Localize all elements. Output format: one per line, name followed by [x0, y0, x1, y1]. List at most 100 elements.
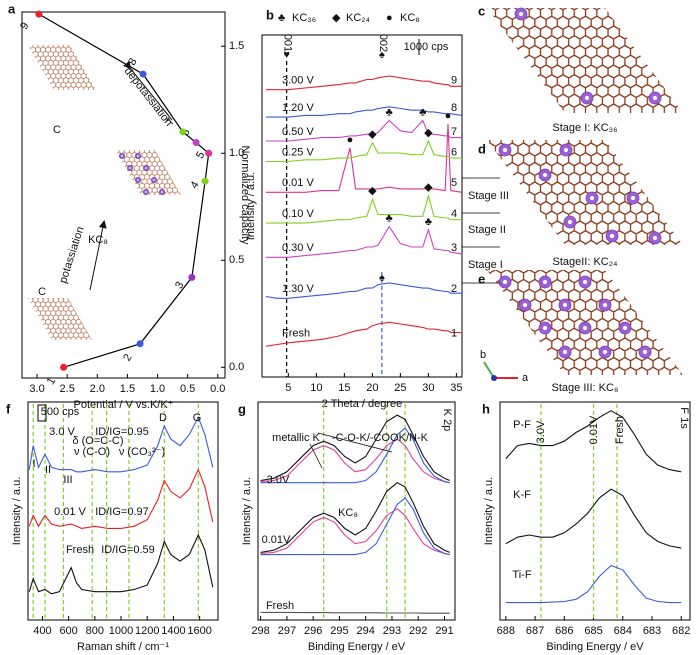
plot-frame: [261, 34, 463, 378]
atom-highlight: [562, 349, 568, 355]
series-line: [260, 482, 450, 553]
reference-symbol: ♥: [283, 49, 290, 61]
x-axis-title: Binding Energy / eV: [546, 641, 644, 653]
annotation: 3.0V: [267, 474, 290, 486]
x-tick-label: 25: [394, 382, 406, 394]
peak-symbol: ♣: [386, 106, 393, 118]
plot-frame: [499, 401, 691, 621]
series-line: [505, 410, 682, 473]
reference-label: 001: [282, 34, 294, 52]
point-label: 5: [194, 150, 207, 161]
legend-symbol: ●: [386, 12, 393, 24]
data-point: [136, 340, 144, 348]
series-number: 5: [451, 177, 457, 189]
atom-highlight: [584, 95, 590, 101]
stage-label: Stage I: [468, 259, 503, 271]
annotation: metallic K: [272, 432, 320, 444]
annotation: C: [53, 124, 61, 136]
series-number: 7: [451, 126, 457, 138]
data-point: [201, 177, 209, 185]
graphene-lattice: [487, 140, 683, 245]
axis-label-b: b: [480, 349, 486, 361]
atom-highlight: [563, 147, 569, 153]
x-tick-label: 293: [383, 625, 401, 637]
atom-highlight: [582, 279, 588, 285]
series-name: 0.25 V: [282, 146, 314, 158]
y-tick-label: 0.5: [229, 254, 244, 266]
series-line: [260, 508, 450, 556]
series-name: 1.20 V: [282, 102, 314, 114]
point-label: 4: [188, 179, 201, 190]
x-tick-label: 683: [643, 625, 661, 637]
x-tick-label: 5: [285, 382, 291, 394]
annotation: K 2p: [441, 409, 453, 432]
annotation: KC₈: [88, 234, 108, 246]
atom-highlight: [502, 147, 508, 153]
annotation: ID/IG=0.97: [95, 506, 149, 518]
x-tick-label: 2.5: [60, 383, 75, 395]
atom-highlight: [137, 155, 139, 157]
panel-letter: h: [482, 401, 490, 416]
y-axis-title: Intensity / a.u.: [483, 477, 495, 545]
data-point: [205, 149, 213, 157]
data-point: [179, 128, 187, 136]
axis-label-a: a: [522, 372, 529, 384]
x-tick-label: 297: [278, 625, 296, 637]
atom-highlight: [502, 279, 508, 285]
x-tick-label: 682: [672, 625, 690, 637]
annotation: potassiation: [57, 225, 87, 285]
reference-symbol: ♠: [379, 272, 385, 284]
x-tick-label: 3.0: [29, 383, 44, 395]
process-arrow: [123, 60, 173, 121]
point-label: 3: [173, 280, 186, 291]
peak-symbol: ◆: [424, 127, 433, 139]
legend-symbol: ◆: [332, 12, 341, 24]
series-line: [265, 106, 463, 118]
annotation: 3.0 V: [49, 426, 75, 438]
x-tick-label: 20: [366, 382, 378, 394]
series-line: [28, 415, 214, 473]
point-label: 8: [126, 56, 139, 67]
series-name: 0.01 V: [282, 177, 314, 189]
atom-highlight: [642, 349, 648, 355]
y-tick-label: 1.5: [229, 40, 244, 52]
reference-symbol: ♠: [379, 49, 385, 61]
x-tick-label: 10: [310, 382, 322, 394]
legend-label: KC₃₆: [292, 12, 316, 24]
x-tick-label: 685: [584, 625, 602, 637]
annotation: KC₈: [338, 507, 358, 519]
x-tick-label: 1000: [109, 625, 133, 637]
series-line: [260, 497, 450, 556]
annotation: C: [38, 286, 46, 298]
graphene-lattice: [115, 150, 181, 195]
graphene-lattice: [487, 8, 683, 113]
x-tick-label: 600: [59, 625, 77, 637]
series-line: [265, 282, 462, 299]
annotation: 0.01V: [588, 415, 600, 444]
annotation: I: [32, 458, 35, 470]
x-axis-title: 2 Theta / degree: [322, 398, 403, 410]
series-line: [260, 611, 450, 614]
y-axis-title: Intensity / a.u.: [241, 477, 253, 545]
series-number: 4: [451, 208, 457, 220]
series-line: [265, 193, 462, 224]
structure-caption: Stage I: KC₃₆: [552, 122, 617, 134]
pointer: [309, 443, 323, 469]
x-tick-label: 30: [422, 382, 434, 394]
graphene-lattice: [28, 298, 92, 340]
x-tick-label: 688: [497, 625, 515, 637]
x-tick-label: 291: [435, 625, 453, 637]
x-tick-label: 1.5: [120, 383, 135, 395]
annotation: ν (CO₃²⁻): [119, 446, 165, 458]
annotation: III: [63, 474, 72, 486]
y-tick-label: 1.0: [229, 147, 244, 159]
series-number: 9: [451, 75, 457, 87]
x-tick-label: 294: [357, 625, 375, 637]
series-line: [505, 488, 682, 549]
peak-symbol: ◆: [368, 185, 377, 197]
atom-highlight: [145, 167, 147, 169]
atom-highlight: [153, 179, 155, 181]
peak-symbol: ♣: [419, 106, 426, 118]
annotation: G: [193, 412, 202, 424]
x-tick-label: 400: [33, 625, 51, 637]
